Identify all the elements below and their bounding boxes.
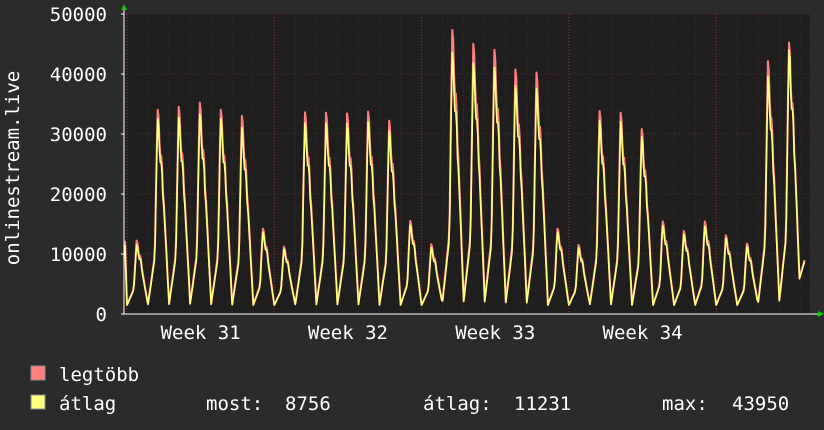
- series-avg-line: [124, 49, 806, 306]
- stat-max-label: max:: [662, 393, 708, 415]
- stat-current-value: 8756: [285, 393, 331, 415]
- legend: legtöbb átlag most: 8756 átlag: 11231 ma…: [30, 364, 789, 415]
- y-tick-label: 50000: [50, 4, 107, 26]
- y-tick-label: 40000: [50, 64, 107, 86]
- legend-max-label: legtöbb: [59, 364, 139, 386]
- legend-max-swatch: [30, 365, 46, 381]
- stat-max-value: 43950: [732, 393, 789, 415]
- x-tick-labels: Week 31 Week 32 Week 33 Week 34: [161, 322, 683, 344]
- x-axis-arrow-icon: [818, 311, 824, 317]
- stat-average-label: átlag:: [423, 393, 492, 415]
- stat-average-value: 11231: [514, 393, 571, 415]
- series-lines: [124, 28, 806, 306]
- legend-avg-swatch: [30, 394, 46, 410]
- x-tick-label: Week 33: [455, 322, 535, 344]
- y-axis-arrow-icon: [121, 4, 127, 10]
- y-tick-label: 10000: [50, 244, 107, 266]
- x-tick-label: Week 31: [161, 322, 241, 344]
- y-tick-label: 0: [96, 304, 107, 326]
- legend-avg-label: átlag: [59, 393, 116, 415]
- x-tick-label: Week 32: [308, 322, 388, 344]
- stat-current-label: most:: [206, 393, 263, 415]
- y-tick-label: 30000: [50, 124, 107, 146]
- y-axis-label: onlinestream.live: [2, 71, 24, 265]
- x-tick-label: Week 34: [603, 322, 683, 344]
- y-tick-label: 20000: [50, 184, 107, 206]
- axes: [121, 4, 824, 317]
- y-tick-labels: 0 10000 20000 30000 40000 50000: [50, 4, 124, 326]
